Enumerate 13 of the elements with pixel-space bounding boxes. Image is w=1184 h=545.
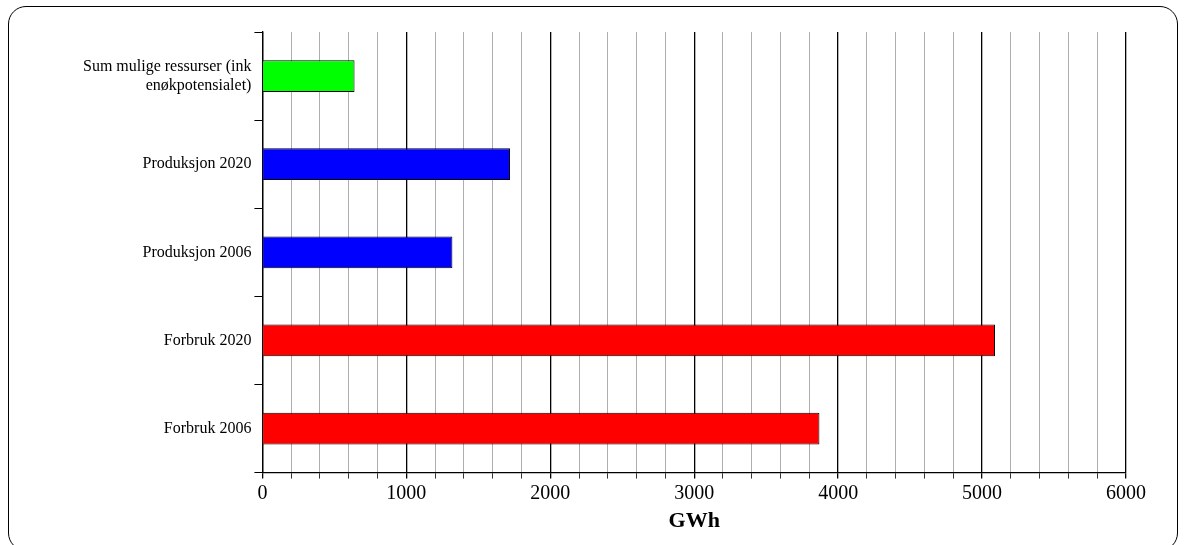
x-axis-title: GWh bbox=[668, 507, 720, 533]
x-tick-label: 4000 bbox=[818, 480, 859, 503]
x-tick-label: 0 bbox=[257, 480, 268, 503]
y-tick-label: Sum mulige ressurser (ink enøkpotensialet) bbox=[83, 56, 252, 94]
x-tick-label: 2000 bbox=[530, 480, 571, 503]
y-tick-label: Forbruk 2006 bbox=[163, 418, 252, 436]
x-tick-label: 6000 bbox=[1106, 480, 1146, 503]
x-tick-label: 5000 bbox=[962, 480, 1003, 503]
y-tick-label: Forbruk 2020 bbox=[163, 330, 252, 348]
x-tick-label: 1000 bbox=[386, 480, 427, 503]
y-tick-label: Produksjon 2020 bbox=[142, 154, 252, 173]
x-tick-label: 3000 bbox=[674, 480, 715, 503]
y-tick-label: Produksjon 2006 bbox=[142, 242, 252, 261]
